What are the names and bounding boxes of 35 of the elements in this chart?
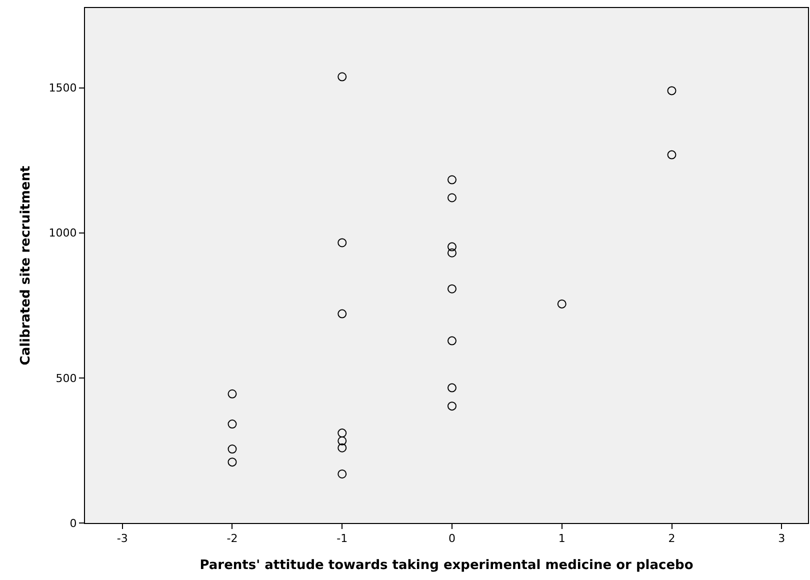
point bbox=[447, 383, 456, 392]
x-tick-label: -1 bbox=[336, 532, 348, 546]
point bbox=[338, 428, 347, 438]
point bbox=[557, 299, 566, 308]
x-tick-label: -3 bbox=[116, 532, 128, 546]
x-tick-label: 0 bbox=[448, 532, 456, 546]
point bbox=[228, 458, 237, 467]
point bbox=[228, 444, 237, 454]
x-axis-title: Parents' attitude towards taking experimental medicine or placebo bbox=[200, 558, 694, 573]
point bbox=[338, 469, 347, 478]
point bbox=[338, 72, 347, 82]
x-tick-label: -2 bbox=[226, 532, 238, 546]
point bbox=[447, 242, 456, 252]
x-tick-label: 1 bbox=[558, 532, 566, 546]
point bbox=[338, 309, 347, 318]
point bbox=[338, 238, 347, 248]
point bbox=[228, 389, 237, 398]
y-axis-title: Calibrated site recruitment bbox=[18, 166, 34, 366]
y-tick-label: 1500 bbox=[48, 82, 77, 95]
y-tick-label: 500 bbox=[56, 372, 77, 385]
x-tick-label: 3 bbox=[778, 532, 786, 546]
point bbox=[447, 248, 456, 258]
point bbox=[447, 193, 456, 202]
point bbox=[667, 86, 676, 96]
point bbox=[228, 420, 237, 429]
y-tick-label: 0 bbox=[70, 516, 77, 530]
point bbox=[338, 443, 347, 452]
point bbox=[667, 150, 676, 160]
point bbox=[447, 402, 456, 411]
point bbox=[447, 284, 456, 294]
point bbox=[447, 175, 456, 184]
point bbox=[447, 336, 456, 346]
x-tick-label: 2 bbox=[668, 532, 676, 546]
y-tick-label: 1000 bbox=[48, 226, 77, 240]
point bbox=[338, 436, 347, 446]
